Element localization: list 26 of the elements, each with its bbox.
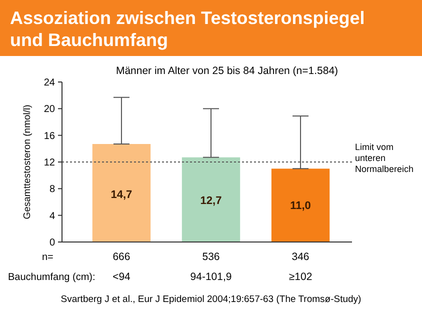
- x-axis-title: Bauchumfang (cm):: [8, 272, 96, 283]
- y-tick-label: 16: [44, 130, 56, 142]
- y-axis-title: Gesamttestosteron (nmol/l): [22, 104, 33, 220]
- ref-line-label: Limit vom unteren Normalbereich: [355, 142, 414, 174]
- y-tick-label: 0: [49, 238, 56, 248]
- y-tick-label: 12: [44, 158, 56, 168]
- y-tick-label: 4: [49, 210, 56, 222]
- bar: [92, 144, 151, 242]
- text: n=: [42, 252, 54, 263]
- chart-subtitle: Männer im Alter von 25 bis 84 Jahren (n=1.584): [116, 65, 338, 77]
- text: Svartberg J et al., Eur J Epidemiol 2004;19:657-63 (The Tromsø-Study): [60, 294, 362, 305]
- bar: [271, 168, 330, 242]
- y-tick-label: 24: [44, 78, 56, 88]
- x-tick-label: 94-101,9: [190, 271, 232, 283]
- x-tick-label: <94: [112, 271, 131, 283]
- bar: [182, 157, 240, 242]
- data-label: 14,7: [110, 188, 132, 201]
- data-label: 11,0: [290, 200, 311, 212]
- chart-title: Assoziation zwischen Testosteronspiegel und Bauchumfang: [10, 8, 365, 50]
- text: 536: [202, 251, 220, 263]
- y-tick-label: 8: [49, 184, 56, 196]
- x-tick-label: ≥102: [288, 271, 312, 283]
- text: 666: [112, 251, 130, 263]
- text: 346: [292, 251, 310, 263]
- y-tick-label: 20: [44, 104, 56, 116]
- data-label: 12,7: [200, 194, 222, 207]
